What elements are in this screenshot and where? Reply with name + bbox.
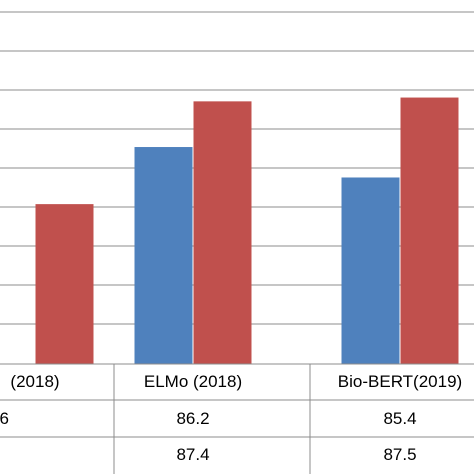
data-table: (2018) ELMo (2018) Bio-BERT(2019) 6 86.2… [0,363,474,474]
table-cell-row1-col1: 6 [0,409,9,428]
bar-series2-cat1 [35,204,94,364]
bar-series2-cat3 [400,97,459,364]
table-cell-row1-col2: 86.2 [176,409,209,428]
bar-series1-cat3 [341,177,400,364]
category-label-3: Bio-BERT(2019) [338,372,462,391]
category-label-2: ELMo (2018) [144,372,242,391]
bars [35,97,459,365]
bar-series1-cat2 [134,147,193,364]
bar-series2-cat2 [193,101,252,365]
table-cell-row2-col3: 87.5 [383,445,416,464]
table-cell-row2-col2: 87.4 [176,445,209,464]
category-label-1: (2018) [10,372,59,391]
table-cell-row1-col3: 85.4 [383,409,416,428]
